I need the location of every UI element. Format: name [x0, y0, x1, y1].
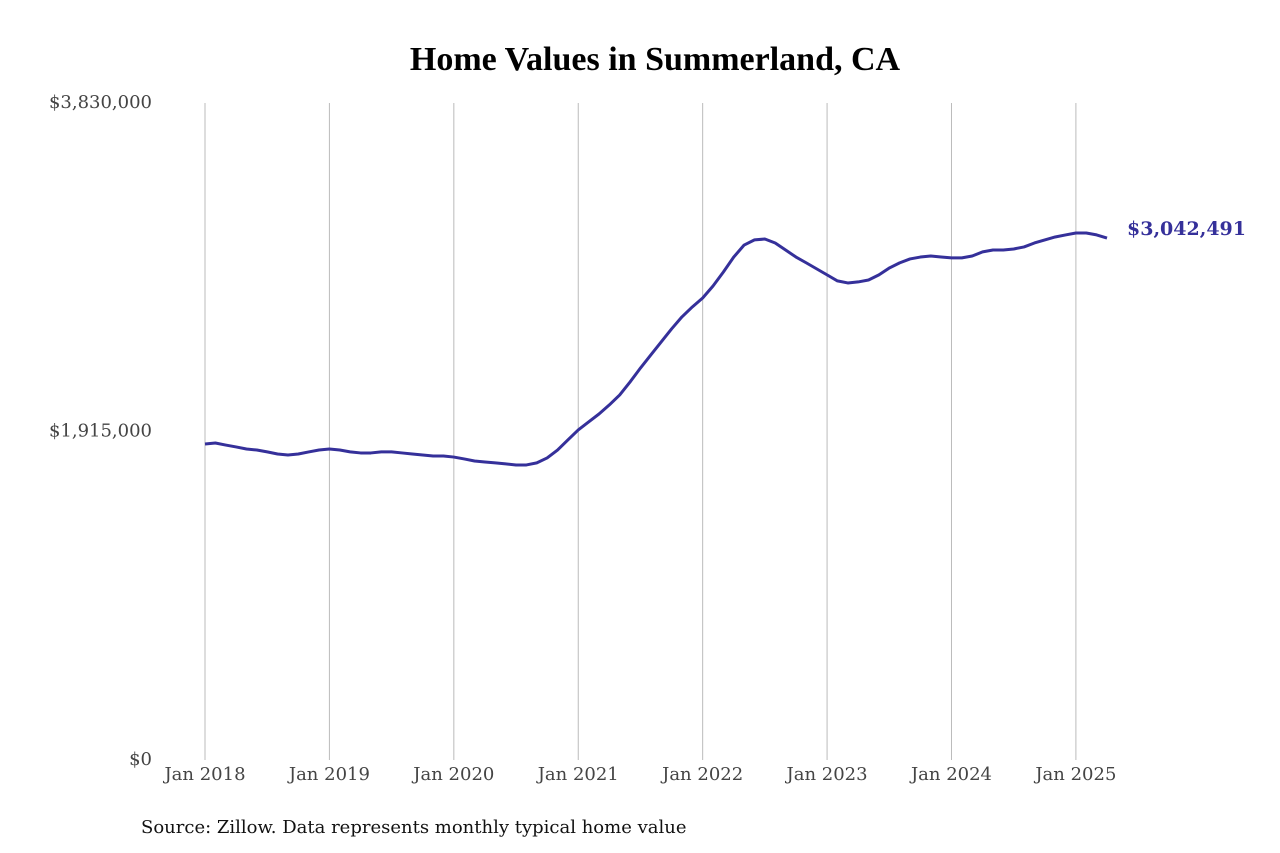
x-tick-label: Jan 2019 [287, 764, 370, 785]
line [204, 231, 1108, 467]
x-tick-label: Jan 2021 [536, 764, 619, 785]
y-tick-label: $0 [129, 749, 152, 770]
x-tick-label: Jan 2025 [1033, 764, 1116, 785]
x-tick-label: Jan 2023 [785, 764, 868, 785]
x-tick-label: Jan 2018 [162, 764, 245, 785]
chart-title: Home Values in Summerland, CA [410, 41, 901, 78]
value-label: $3,042,491 [1127, 218, 1246, 240]
source-note: Source: Zillow. Data represents monthly … [141, 817, 687, 838]
y-tick-label: $3,830,000 [49, 92, 152, 113]
x-tick-label: Jan 2024 [909, 764, 992, 785]
x-tick-label: Jan 2022 [660, 764, 743, 785]
y-tick-label: $1,915,000 [49, 421, 152, 442]
x-tick-label: Jan 2020 [411, 764, 494, 785]
